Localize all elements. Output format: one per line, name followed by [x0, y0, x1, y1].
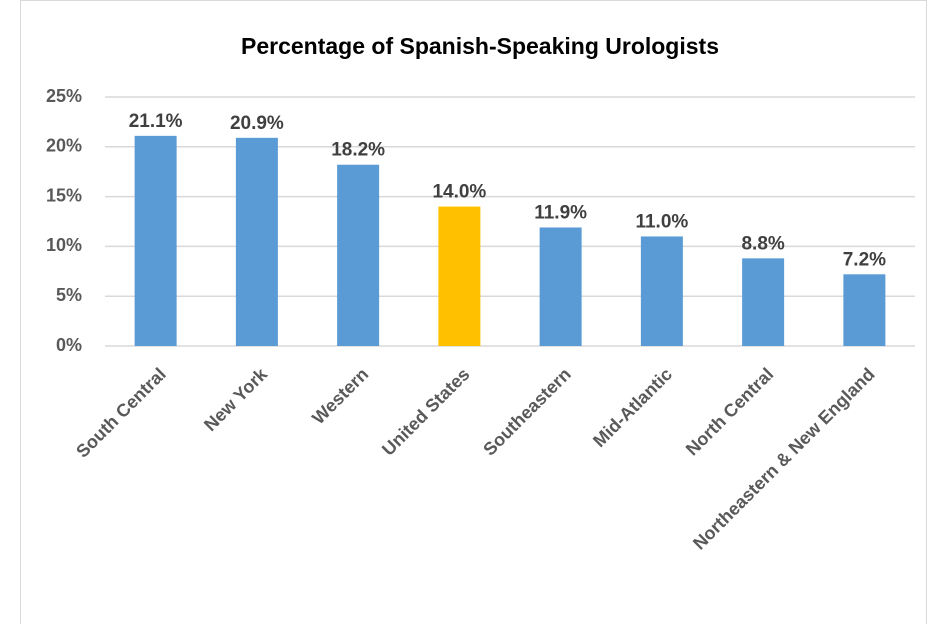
- data-label: 18.2%: [331, 140, 385, 161]
- y-tick-label: 5%: [56, 285, 82, 305]
- y-tick-label: 10%: [46, 235, 82, 255]
- bar: [235, 137, 278, 346]
- bar: [134, 135, 177, 346]
- data-label: 7.2%: [843, 249, 886, 270]
- data-label: 11.0%: [635, 211, 688, 232]
- y-tick-label: 15%: [46, 185, 82, 205]
- y-tick-label: 20%: [46, 136, 82, 156]
- data-label: 14.0%: [432, 182, 486, 203]
- data-label: 20.9%: [230, 113, 284, 134]
- bar: [539, 227, 582, 346]
- data-label: 8.8%: [741, 233, 784, 254]
- y-tick-label: 0%: [56, 335, 82, 355]
- bar: [438, 206, 481, 346]
- chart-title: Percentage of Spanish-Speaking Urologist…: [241, 33, 719, 59]
- y-tick-label: 25%: [46, 86, 82, 106]
- bar: [640, 236, 683, 346]
- data-label: 11.9%: [534, 202, 587, 223]
- data-label: 21.1%: [129, 111, 183, 132]
- bar: [843, 274, 886, 346]
- bar: [337, 164, 380, 346]
- bar: [742, 258, 785, 346]
